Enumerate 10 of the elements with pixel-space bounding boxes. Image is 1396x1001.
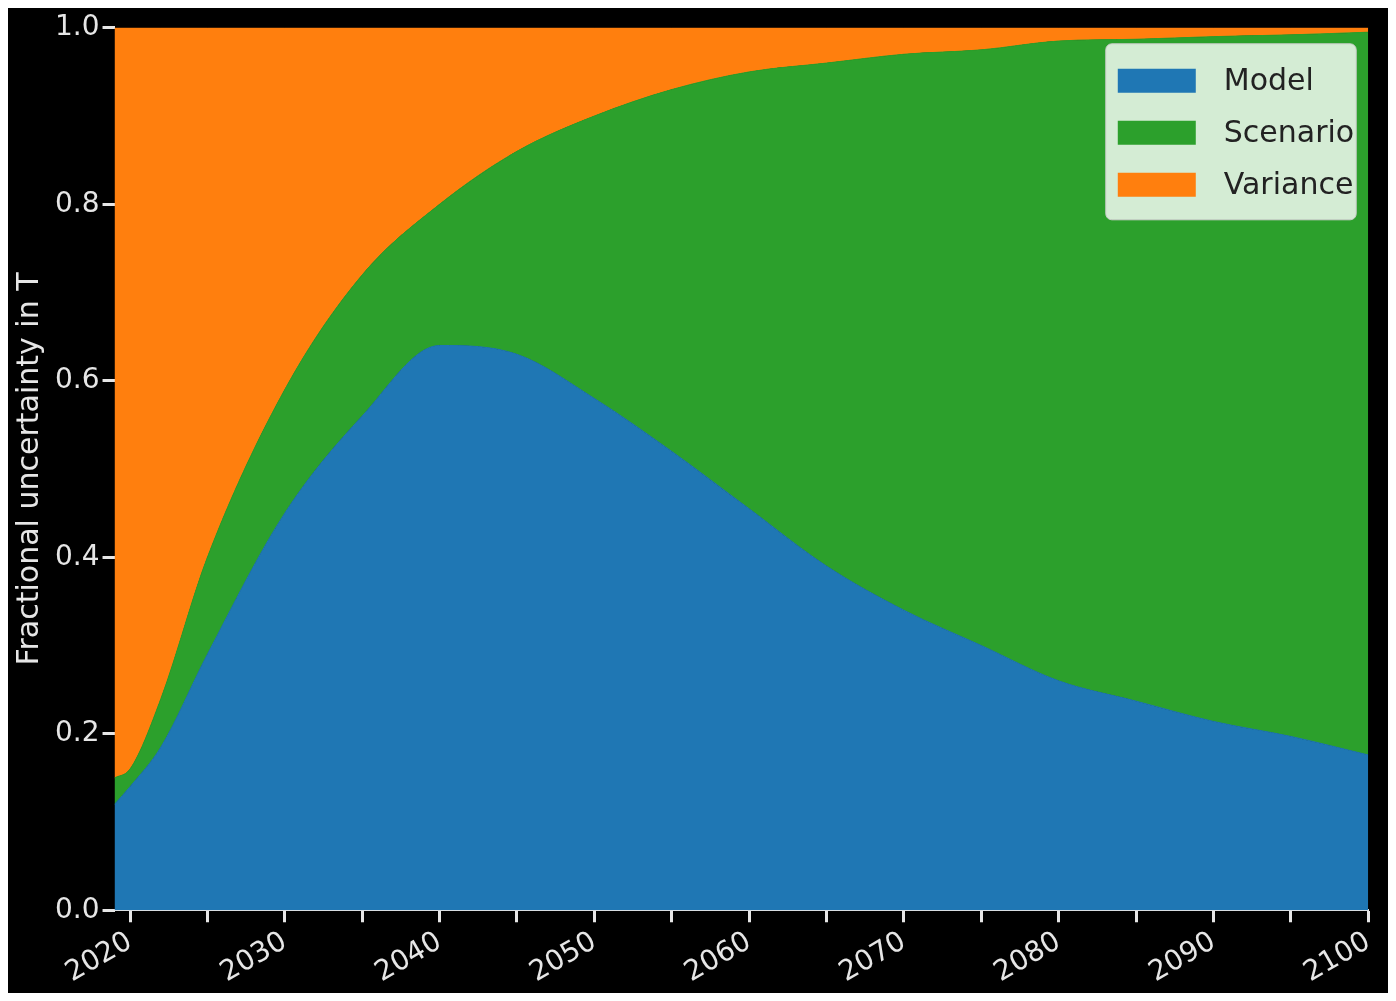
legend-label: Model bbox=[1223, 61, 1314, 97]
y-tick-label: 0.0 bbox=[55, 891, 100, 925]
y-tick-label: 1.0 bbox=[55, 9, 100, 43]
y-tick-label: 0.6 bbox=[55, 362, 100, 396]
legend-label: Variance bbox=[1223, 165, 1354, 201]
y-tick-label: 0.2 bbox=[55, 715, 100, 749]
y-tick-label: 0.8 bbox=[55, 185, 100, 219]
legend-label: Scenario bbox=[1223, 113, 1355, 149]
y-axis-title: Fractional uncertainty in T bbox=[9, 271, 45, 666]
y-tick-label: 0.4 bbox=[55, 538, 100, 572]
